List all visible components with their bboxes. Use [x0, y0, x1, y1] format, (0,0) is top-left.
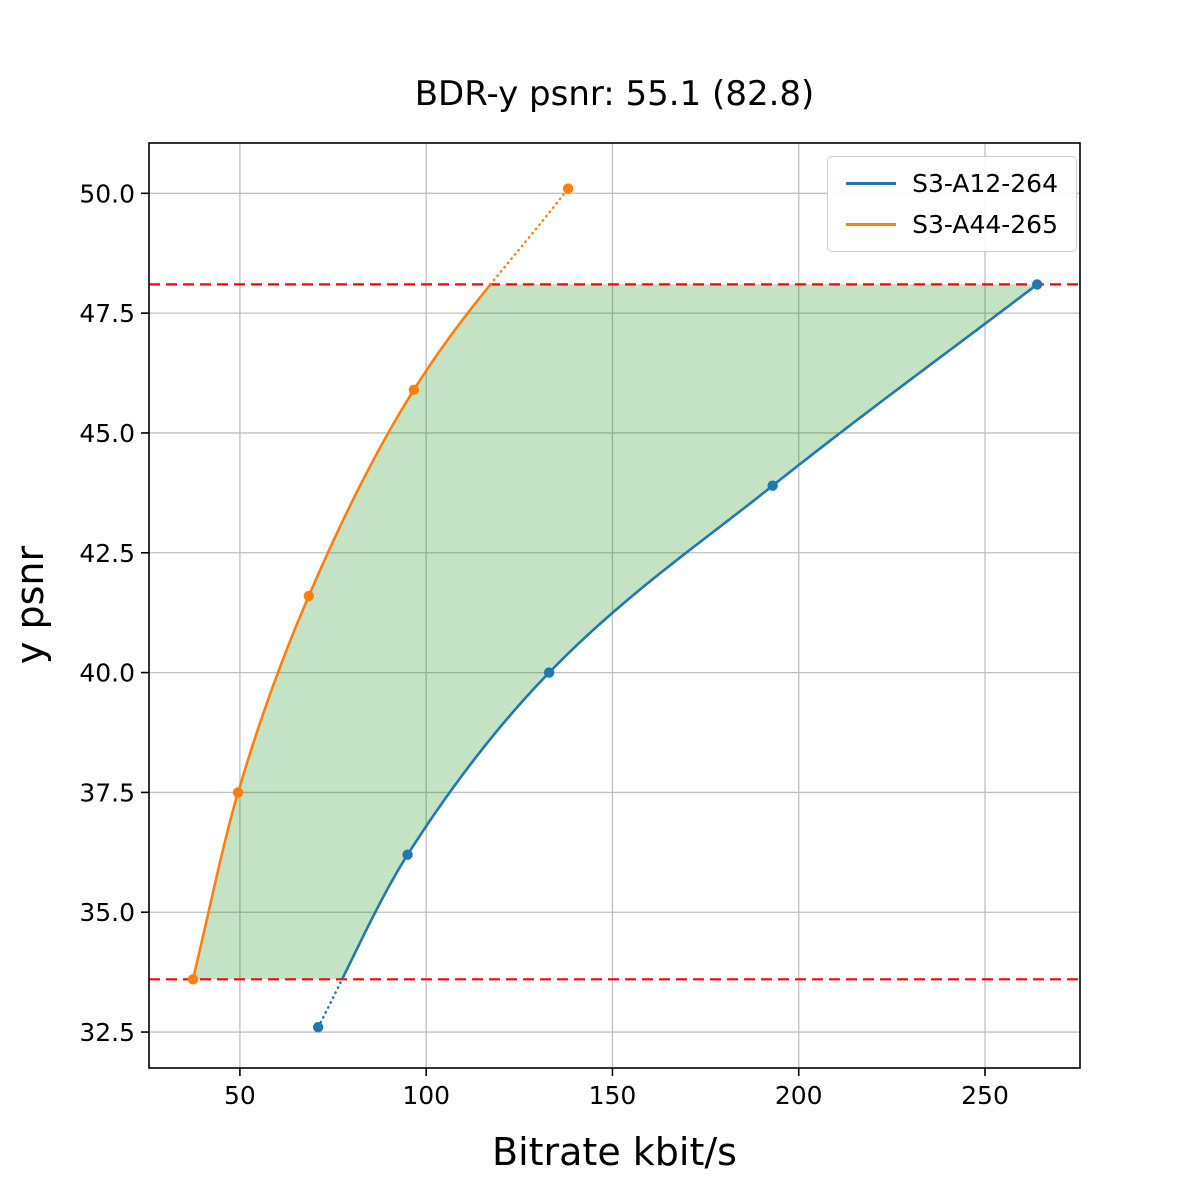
- legend-item: S3-A44-265: [846, 210, 1058, 239]
- y-tick-label: 35.0: [79, 898, 135, 927]
- y-axis-label: y psnr: [8, 545, 52, 665]
- chart-title: BDR-y psnr: 55.1 (82.8): [414, 74, 815, 114]
- series-marker: [303, 590, 315, 602]
- series-marker: [562, 183, 574, 194]
- y-tick-label: 47.5: [79, 299, 135, 328]
- x-tick-label: 50: [224, 1081, 256, 1110]
- y-tick-label: 32.5: [79, 1018, 135, 1047]
- legend: S3-A12-264 S3-A44-265: [827, 156, 1077, 252]
- series-marker: [1031, 279, 1043, 290]
- legend-line-swatch: [846, 223, 897, 226]
- series-curve: [191, 283, 492, 980]
- y-tick-label: 45.0: [79, 419, 135, 448]
- series-marker: [232, 787, 244, 798]
- series-marker: [767, 480, 778, 491]
- x-axis-label: Bitrate kbit/s: [492, 1130, 737, 1174]
- series-marker: [187, 974, 199, 985]
- series-curve: [340, 283, 1038, 980]
- series-curve-dotted: [489, 187, 570, 286]
- series-marker: [312, 1022, 324, 1033]
- legend-line-swatch: [846, 182, 897, 185]
- y-tick-label: 50.0: [79, 179, 135, 208]
- plot-border: [148, 142, 1081, 1069]
- series-marker: [402, 849, 413, 860]
- x-tick-label: 150: [589, 1081, 637, 1110]
- legend-label: S3-A12-264: [912, 169, 1058, 198]
- series-marker: [543, 667, 555, 678]
- y-tick-label: 37.5: [79, 778, 135, 807]
- bd-overlap-fill-region: [192, 284, 1038, 980]
- series-marker: [408, 384, 420, 396]
- x-tick-label: 100: [402, 1081, 450, 1110]
- x-tick-label: 250: [961, 1081, 1009, 1110]
- x-tick-label: 200: [775, 1081, 823, 1110]
- legend-label: S3-A44-265: [912, 210, 1058, 239]
- series-curve-dotted: [316, 978, 344, 1029]
- legend-item: S3-A12-264: [846, 169, 1058, 198]
- y-tick-label: 42.5: [79, 539, 135, 568]
- y-tick-label: 40.0: [79, 659, 135, 688]
